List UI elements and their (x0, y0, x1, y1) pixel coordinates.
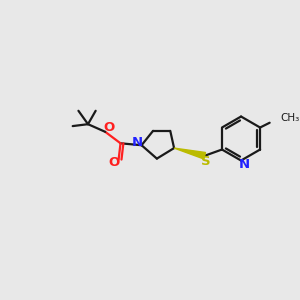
Text: S: S (201, 155, 211, 168)
Text: N: N (238, 158, 250, 171)
Text: O: O (103, 121, 115, 134)
Text: O: O (108, 156, 119, 169)
Text: N: N (132, 136, 143, 149)
Text: CH₃: CH₃ (280, 113, 299, 123)
Polygon shape (174, 148, 206, 159)
